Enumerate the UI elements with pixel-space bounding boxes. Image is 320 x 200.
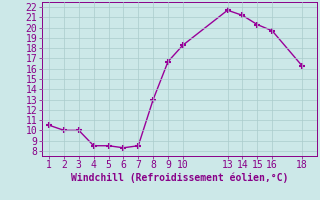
X-axis label: Windchill (Refroidissement éolien,°C): Windchill (Refroidissement éolien,°C) — [70, 173, 288, 183]
